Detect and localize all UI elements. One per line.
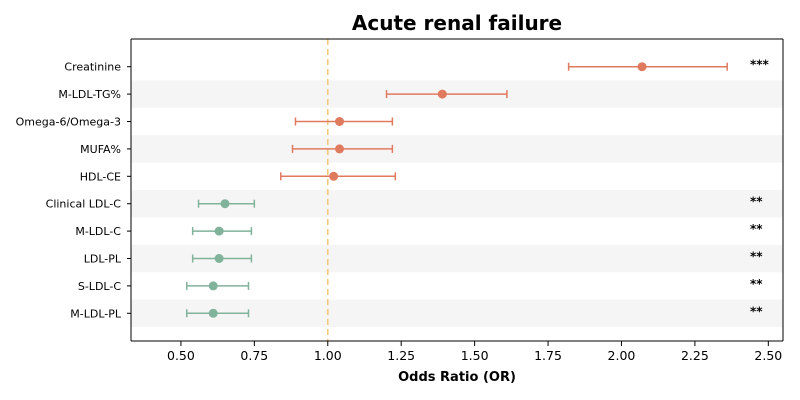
category-label: M-LDL-PL [70, 307, 122, 320]
data-marks [186, 62, 728, 318]
category-label: MUFA% [80, 143, 121, 156]
category-label: S-LDL-C [78, 280, 121, 293]
category-label: Clinical LDL-C [46, 198, 122, 211]
x-tick-label: 1.00 [314, 348, 342, 363]
category-labels: Creatinine M-LDL-TG% Omega-6/Omega-3 MUFA% H… [16, 61, 122, 321]
x-axis-label: Odds Ratio (OR) [398, 370, 516, 385]
significance-label: ** [750, 304, 763, 318]
x-tick-label: 1.75 [534, 348, 562, 363]
significance-labels: ************* [750, 58, 770, 319]
or-point [335, 117, 345, 126]
x-tick-label: 0.75 [240, 348, 268, 363]
category-label: M-LDL-C [75, 225, 121, 238]
significance-label: *** [750, 58, 770, 72]
row-stripe [131, 135, 783, 163]
x-tick-label: 2.50 [754, 348, 782, 363]
or-point [220, 199, 230, 209]
category-label: Creatinine [64, 61, 121, 74]
category-label: M-LDL-TG% [58, 88, 121, 101]
x-tick-label: 2.25 [681, 348, 709, 363]
chart-title: Acute renal failure [352, 11, 562, 35]
or-point [637, 62, 647, 72]
or-point [335, 144, 345, 154]
x-tick-label: 1.25 [387, 348, 415, 363]
or-point [214, 226, 224, 236]
significance-label: ** [750, 222, 763, 236]
or-point [329, 171, 339, 181]
axes [127, 38, 784, 342]
category-label: LDL-PL [84, 253, 122, 266]
or-point [208, 308, 218, 318]
significance-label: ** [750, 250, 763, 264]
or-point [437, 89, 447, 99]
or-point [214, 254, 224, 263]
x-axis-ticks: 0.50 0.75 1.00 1.25 1.50 1.75 2.00 2.25 2.50 [167, 341, 782, 363]
significance-label: ** [750, 195, 763, 209]
or-point [208, 281, 218, 291]
category-label: Omega-6/Omega-3 [16, 116, 121, 129]
x-tick-label: 2.00 [608, 348, 636, 363]
x-tick-label: 1.50 [461, 348, 489, 363]
x-tick-label: 0.50 [167, 348, 195, 363]
category-label: HDL-CE [80, 170, 121, 183]
significance-label: ** [750, 277, 763, 291]
